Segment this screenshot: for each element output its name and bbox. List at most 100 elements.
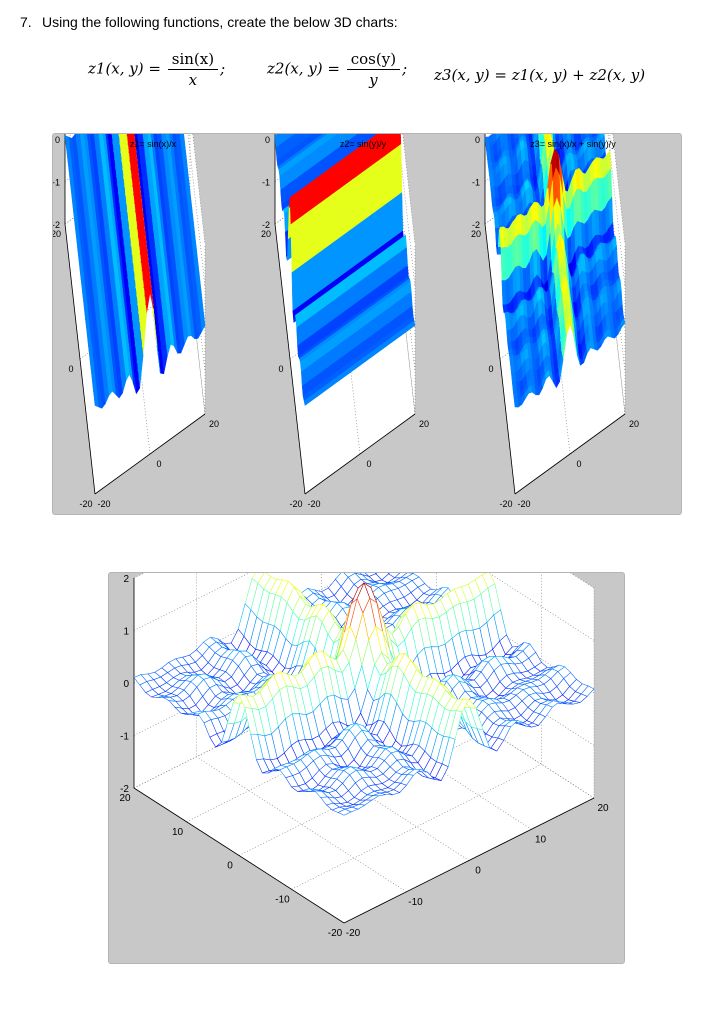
y-axis-line xyxy=(64,223,96,495)
surface-patch xyxy=(513,398,519,408)
z-tick-label: -2 xyxy=(120,784,129,795)
surface-patch xyxy=(491,196,497,208)
y-tick-label: 0 xyxy=(227,861,233,872)
surface-patch xyxy=(487,161,493,171)
x-tick-label: 20 xyxy=(209,419,219,429)
surface-patch xyxy=(490,186,496,199)
x-tick-label: 20 xyxy=(597,803,609,814)
y-tick-label: 0 xyxy=(488,364,493,374)
surface xyxy=(64,134,206,409)
y-tick-label: -20 xyxy=(289,499,302,509)
surface-patch xyxy=(511,381,517,392)
plot-title: z3= sin(x)/x + sin(y)/y xyxy=(530,139,616,149)
y-tick-label: -20 xyxy=(79,499,92,509)
y-tick-label: 10 xyxy=(172,827,184,838)
x-tick-label: 10 xyxy=(535,834,547,845)
x-tick-label: 0 xyxy=(576,459,581,469)
surface-patch xyxy=(486,153,492,163)
x-tick-label: -20 xyxy=(97,499,110,509)
y-axis-line xyxy=(133,787,345,924)
x-tick-label: -10 xyxy=(408,897,423,908)
x-tick-label: 20 xyxy=(629,419,639,429)
z-tick-label: -1 xyxy=(262,178,270,188)
x-axis-line xyxy=(343,797,595,924)
surface-patch xyxy=(93,396,99,408)
surface-patch xyxy=(504,311,510,319)
x-tick-label: -20 xyxy=(346,928,361,939)
z-tick-label: -1 xyxy=(53,178,60,188)
x-tick-label: 20 xyxy=(419,419,429,429)
z-tick-label: -2 xyxy=(53,220,60,230)
mesh-cell xyxy=(337,808,352,816)
formula-z2-denominator: y xyxy=(369,71,378,89)
surface-patch xyxy=(303,398,309,406)
y-tick-label: -20 xyxy=(499,499,512,509)
surface-patch xyxy=(508,348,514,357)
surface-patch xyxy=(507,341,513,351)
surface-patch xyxy=(499,226,505,249)
question-body: Using the following functions, create th… xyxy=(42,14,398,30)
question-number: 7. xyxy=(20,14,32,30)
z-tick-label: 1 xyxy=(123,627,129,638)
y-tick-label: 0 xyxy=(278,364,283,374)
x-tick-label: -20 xyxy=(307,499,320,509)
y-tick-label: 0 xyxy=(68,364,73,374)
surface-patch xyxy=(301,368,306,387)
surface-patch xyxy=(492,206,498,213)
surface-patch xyxy=(512,389,518,400)
surface-patch xyxy=(509,355,515,364)
y-axis-line xyxy=(274,223,306,495)
z-tick-label: -1 xyxy=(472,178,480,188)
y-tick-label: -10 xyxy=(275,894,290,905)
surface-patch xyxy=(501,280,507,306)
surface-patch xyxy=(488,170,494,179)
mesh-surface xyxy=(133,573,595,816)
z-tick-label: -1 xyxy=(120,732,129,743)
surface-patch xyxy=(484,136,490,147)
surface-patch xyxy=(493,211,499,218)
x-tick-label: 0 xyxy=(156,459,161,469)
z-tick-label: 0 xyxy=(265,135,270,145)
surface-patch xyxy=(279,173,285,191)
grid-line-y xyxy=(291,573,542,890)
formula-z2-lhs: z2(x, y) = xyxy=(267,59,340,78)
surface-patch xyxy=(494,216,500,229)
y-tick-label: -20 xyxy=(328,928,343,939)
question-text: 7. Using the following functions, create … xyxy=(20,14,398,30)
grid-line-z xyxy=(133,573,595,641)
x-axis-line xyxy=(304,413,416,495)
x-tick-label: -20 xyxy=(517,499,530,509)
z-tick-label: 2 xyxy=(123,574,129,585)
z-tick-label: -2 xyxy=(262,220,270,230)
surface-patch xyxy=(500,247,506,281)
surface-patch xyxy=(289,194,295,225)
formula-z1-lhs: z1(x, y) = xyxy=(88,59,161,78)
formula-z1-denominator: x xyxy=(188,71,198,89)
x-axis-line xyxy=(514,413,626,495)
surface-patch xyxy=(290,221,296,274)
y-axis-line xyxy=(484,223,516,495)
formula-z1-fraction: sin(x) x xyxy=(167,50,219,89)
z-tick-label: 0 xyxy=(55,135,60,145)
surface-patch xyxy=(489,177,495,188)
x-axis-line xyxy=(94,413,206,495)
surface xyxy=(274,134,416,406)
formula-z1-end: ; xyxy=(220,59,226,78)
surface-patch xyxy=(280,187,286,206)
z-tick-label: -2 xyxy=(472,220,480,230)
surface xyxy=(484,134,626,408)
x-tick-label: 0 xyxy=(366,459,371,469)
z-tick-label: 0 xyxy=(475,135,480,145)
surface-patch xyxy=(485,145,491,155)
y-tick-label: 20 xyxy=(471,229,481,239)
surface-patch xyxy=(502,304,508,313)
surface-patch xyxy=(505,317,511,331)
z-tick-label: 0 xyxy=(123,679,129,690)
y-tick-label: 20 xyxy=(53,229,61,239)
